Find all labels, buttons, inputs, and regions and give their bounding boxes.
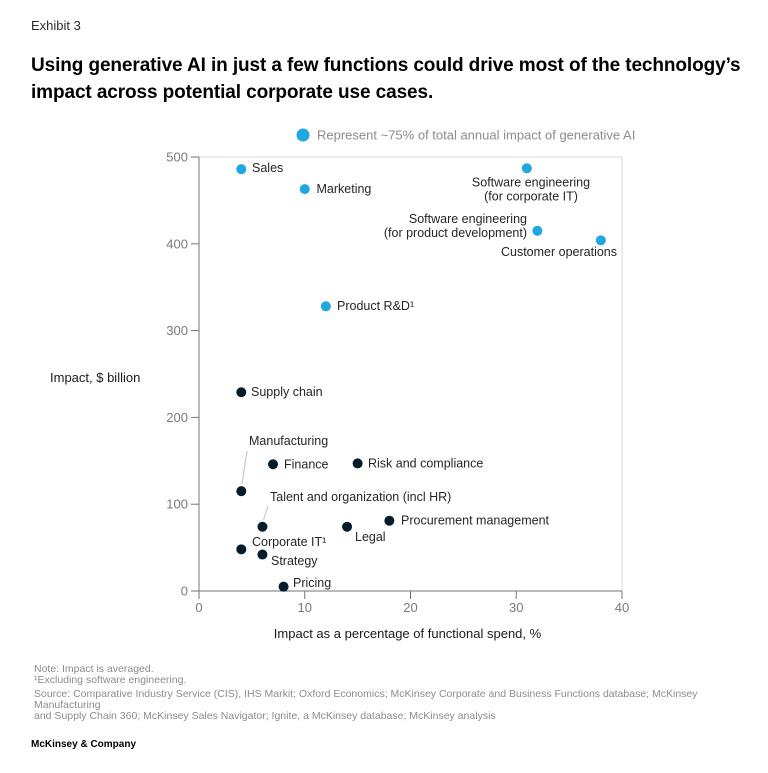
data-point-label-talent-and-organization-incl-hr: Talent and organization (incl HR) — [270, 490, 451, 504]
legend-marker — [296, 128, 310, 142]
x-tick-label: 30 — [509, 600, 523, 615]
data-point-label-legal: Legal — [355, 530, 386, 544]
data-point-label-product-r-d: Product R&D¹ — [337, 299, 414, 313]
data-point-label-customer-operations: Customer operations — [501, 245, 617, 259]
y-tick-label: 300 — [166, 323, 188, 338]
data-point-customer-operations — [595, 235, 606, 246]
x-tick-label: 40 — [615, 600, 629, 615]
y-tick-label: 200 — [166, 410, 188, 425]
data-point-software-engineering-for-product-development — [532, 225, 543, 236]
data-point-label-manufacturing: Manufacturing — [249, 434, 328, 448]
data-point-legal — [342, 521, 353, 532]
y-axis-title: Impact, $ billion — [50, 370, 140, 385]
data-point-label-software-engineering-for-corporate-it: Software engineering (for corporate IT) — [472, 176, 590, 204]
data-point-supply-chain — [236, 387, 247, 398]
data-point-talent-and-organization-incl-hr — [257, 521, 268, 532]
x-tick-label: 20 — [403, 600, 417, 615]
footnotes: Note: Impact is averaged. ¹Excluding sof… — [34, 664, 734, 722]
leader-line-talent-and-organization-incl-hr — [263, 505, 269, 521]
y-tick-label: 500 — [166, 150, 188, 165]
y-tick-label: 0 — [181, 584, 188, 599]
data-point-label-sales: Sales — [252, 161, 283, 175]
data-point-software-engineering-for-corporate-it — [521, 163, 532, 174]
data-point-marketing — [299, 184, 310, 195]
page-title: Using generative AI in just a few functi… — [31, 55, 741, 103]
data-point-product-r-d — [320, 301, 331, 312]
data-point-label-supply-chain: Supply chain — [251, 385, 323, 399]
y-tick-label: 400 — [166, 236, 188, 251]
plot-frame — [199, 156, 623, 591]
data-point-risk-and-compliance — [352, 458, 363, 469]
data-point-pricing — [278, 581, 289, 592]
x-tick-label: 10 — [298, 600, 312, 615]
data-point-label-corporate-it: Corporate IT¹ — [252, 535, 326, 549]
exhibit-label: Exhibit 3 — [31, 18, 81, 33]
data-point-label-pricing: Pricing — [293, 576, 331, 590]
data-point-finance — [268, 459, 279, 470]
data-point-corporate-it — [236, 544, 247, 555]
chart-svg: 0 100 200 300 400 500 0 10 20 30 40 Impact, $ billi… — [50, 128, 635, 642]
source-line: Source: Comparative Industry Service (CI… — [34, 688, 698, 722]
data-point-sales — [236, 164, 247, 175]
data-point-label-procurement-management: Procurement management — [401, 514, 550, 528]
data-point-label-marketing: Marketing — [317, 182, 372, 196]
x-axis-title: Impact as a percentage of functional spe… — [274, 626, 542, 641]
data-point-manufacturing — [236, 486, 247, 497]
data-point-procurement-management — [384, 515, 395, 526]
data-point-label-software-engineering-for-product-development: Software engineering (for product develop… — [384, 212, 527, 240]
x-tick-label: 0 — [195, 600, 202, 615]
data-point-label-finance: Finance — [284, 458, 329, 472]
leader-line-manufacturing — [241, 450, 248, 485]
data-point-strategy — [257, 549, 268, 560]
y-tick-label: 100 — [166, 497, 188, 512]
data-point-label-risk-and-compliance: Risk and compliance — [368, 457, 483, 471]
data-point-label-strategy: Strategy — [271, 554, 318, 568]
note-line: Note: Impact is averaged. — [34, 663, 154, 675]
legend-label: Represent ~75% of total annual impact of… — [317, 128, 635, 143]
brand-footer: McKinsey & Company — [31, 739, 137, 750]
footnote-line: ¹Excluding software engineering. — [34, 674, 187, 686]
